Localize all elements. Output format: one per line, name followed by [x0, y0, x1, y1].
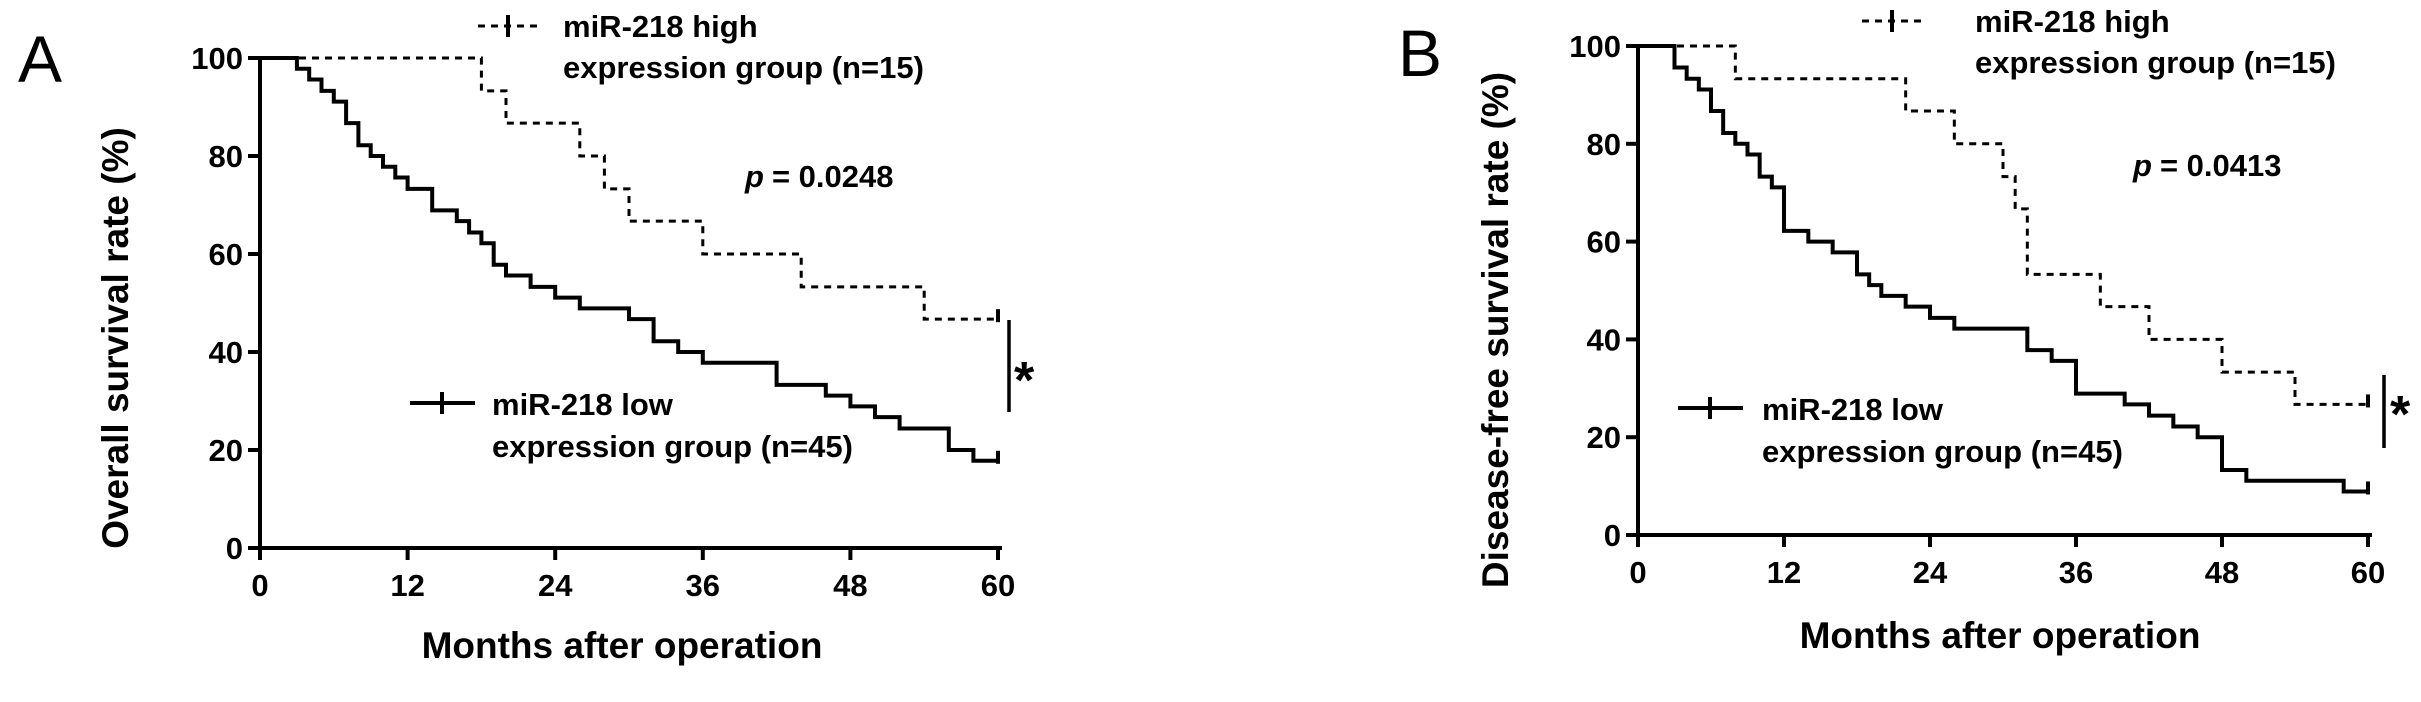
panel-a-significance-star: *: [1014, 352, 1035, 410]
panel-a-x-tick-label: 12: [390, 568, 424, 603]
panel-b-disease-free-survival: B Disease-free survival rate (%) Months …: [1398, 4, 2411, 656]
panel-a-legend-high-line1: miR-218 high: [563, 9, 758, 44]
panel-b-x-tick-label: 60: [2351, 555, 2385, 590]
panel-a-x-tick-label: 0: [251, 568, 268, 603]
panel-a-y-tick-label: 100: [191, 41, 243, 76]
panel-a-legend-low: miR-218 low expression group (n=45): [410, 387, 853, 464]
panel-a-overall-survival: A Overall survival rate (%) Months after…: [18, 9, 1035, 666]
panel-a-p-number: = 0.0248: [772, 159, 894, 194]
panel-b-x-tick-label: 0: [1629, 555, 1646, 590]
panel-a-x-tick-label: 24: [538, 568, 573, 603]
panel-b-y-tick-label: 0: [1604, 518, 1621, 553]
panel-a-y-tick-label: 80: [209, 139, 243, 174]
panel-b-legend-low-line1: miR-218 low: [1762, 392, 1944, 427]
panel-a-legend-low-line1: miR-218 low: [492, 387, 674, 422]
panel-a-y-tick-label: 20: [209, 433, 243, 468]
panel-a-y-axis-title: Overall survival rate (%): [95, 127, 136, 549]
panel-b-y-axis-title: Disease-free survival rate (%): [1475, 72, 1516, 588]
panel-b-p-value: p = 0.0413: [2132, 148, 2281, 183]
panel-b-p-symbol: p: [2132, 148, 2152, 183]
panel-a-ticks: 0 20 40 60 80 100 0 12 24 36 48 60: [191, 41, 1015, 603]
panel-b-x-tick-label: 24: [1913, 555, 1948, 590]
panel-b-y-tick-label: 40: [1587, 322, 1621, 357]
panel-a-series-high-curve: [260, 56, 998, 321]
panel-b-y-tick-label: 80: [1587, 127, 1621, 162]
panel-b-curves: [1638, 44, 2370, 495]
panel-b-legend-high-line2: expression group (n=15): [1975, 45, 2336, 80]
panel-a-p-value: p = 0.0248: [744, 159, 893, 194]
panel-b-p-number: = 0.0413: [2160, 148, 2282, 183]
panel-b-x-tick-label: 48: [2205, 555, 2239, 590]
panel-b-y-tick-label: 60: [1587, 225, 1621, 260]
panel-b-legend-low-line2: expression group (n=45): [1762, 434, 2123, 469]
panel-b-y-tick-label: 100: [1569, 29, 1621, 64]
panel-b-significance-star: *: [2390, 386, 2411, 444]
panel-a-x-tick-label: 48: [833, 568, 867, 603]
panel-b-letter: B: [1398, 16, 1442, 90]
panel-b-series-high-curve: [1638, 44, 2368, 406]
panel-a-legend-high: miR-218 high expression group (n=15): [478, 9, 924, 85]
panel-a-p-symbol: p: [744, 159, 764, 194]
panel-a-legend-high-line2: expression group (n=15): [563, 50, 924, 85]
panel-b-legend-high-line1: miR-218 high: [1975, 4, 2170, 39]
panel-b-legend-high: miR-218 high expression group (n=15): [1862, 4, 2336, 80]
panel-b-x-tick-label: 12: [1767, 555, 1801, 590]
panel-a-curves: [260, 56, 1000, 464]
panel-a-legend-low-line2: expression group (n=45): [492, 429, 853, 464]
panel-b-x-axis-title: Months after operation: [1800, 615, 2201, 656]
panel-a-series-low-curve: [260, 56, 998, 463]
panel-a-x-tick-label: 60: [981, 568, 1015, 603]
panel-b-x-tick-label: 36: [2059, 555, 2093, 590]
panel-a-y-tick-label: 40: [209, 335, 243, 370]
panel-b-series-low-curve: [1638, 44, 2368, 494]
panel-a-x-axis-title: Months after operation: [422, 625, 823, 666]
panel-b-legend-low: miR-218 low expression group (n=45): [1678, 392, 2123, 469]
panel-a-y-tick-label: 60: [209, 237, 243, 272]
panel-a-y-tick-label: 0: [226, 531, 243, 566]
panel-a-x-tick-label: 36: [686, 568, 720, 603]
panel-b-ticks: 0 20 40 60 80 100 0 12 24 36 48 60: [1569, 29, 2385, 590]
panel-a-letter: A: [18, 22, 62, 96]
panel-b-y-tick-label: 20: [1587, 420, 1621, 455]
